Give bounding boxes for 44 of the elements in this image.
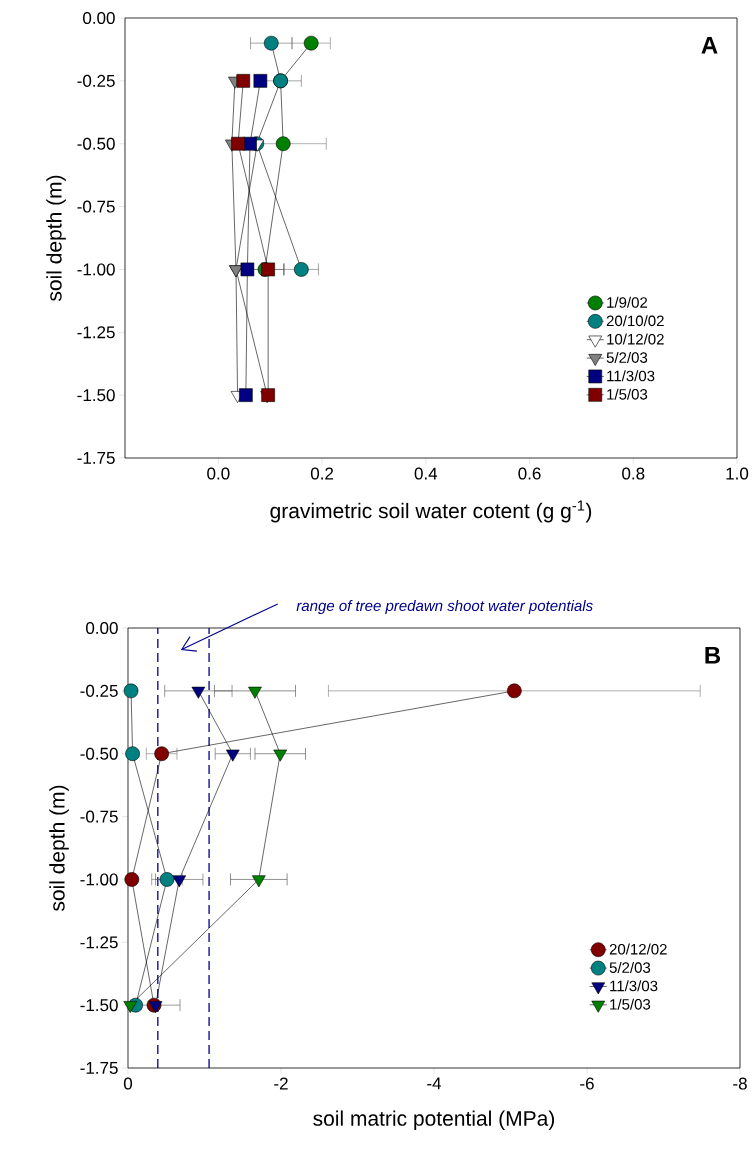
x-tick-label: -4 bbox=[427, 1077, 442, 1090]
text: A bbox=[701, 36, 718, 54]
x-tick-label: -6 bbox=[580, 1077, 594, 1090]
y-tick-label: 0.00 bbox=[83, 11, 115, 25]
y-tick-label: -0.25 bbox=[80, 684, 118, 697]
y-tick-label: 0.00 bbox=[86, 621, 118, 635]
y-tick-label: -1.50 bbox=[80, 999, 118, 1012]
legend-label: 11/3/03 bbox=[607, 370, 655, 382]
text: range of tree predawn shoot water potentials bbox=[296, 600, 593, 614]
y-tick-label: -1.00 bbox=[77, 263, 115, 276]
y-axis-title: soil depth (m) bbox=[46, 175, 66, 302]
x-axis-title: soil matric potential (MPa) bbox=[313, 1110, 555, 1131]
x-tick-label: 0.2 bbox=[310, 467, 334, 480]
x-tick-label: 0.4 bbox=[414, 467, 438, 480]
y-tick-label: -1.50 bbox=[77, 389, 115, 402]
x-tick-label: -8 bbox=[733, 1077, 747, 1090]
y-tick-label: -0.50 bbox=[80, 747, 118, 760]
text: B bbox=[705, 646, 721, 664]
legend-label: 1/5/03 bbox=[610, 998, 651, 1010]
legend-label: 20/10/02 bbox=[606, 315, 664, 327]
legend-label: 11/3/03 bbox=[610, 980, 658, 992]
y-tick-label: -0.75 bbox=[80, 810, 118, 823]
legend-label: 1/9/02 bbox=[607, 296, 648, 308]
y-tick-label: -0.75 bbox=[77, 200, 115, 213]
legend-label: 20/12/02 bbox=[609, 943, 667, 955]
y-tick-label: -0.25 bbox=[77, 74, 115, 87]
y-tick-label: -1.75 bbox=[80, 1062, 118, 1074]
x-tick-label: 0 bbox=[123, 1077, 133, 1090]
y-tick-label: -1.25 bbox=[80, 936, 118, 949]
x-tick-label: 0.0 bbox=[207, 467, 230, 480]
y-tick-label: -0.50 bbox=[77, 137, 115, 150]
x-tick-label: 0.6 bbox=[518, 467, 541, 480]
y-axis-title: soil depth (m) bbox=[49, 785, 69, 912]
x-tick-label: 0.8 bbox=[622, 467, 645, 480]
legend-label: 5/2/03 bbox=[609, 961, 651, 973]
x-axis-title: gravimetric soil water cotent (g g$^{-1}$) bbox=[270, 500, 592, 523]
legend-label: 5/2/03 bbox=[606, 351, 648, 363]
legend-label: 10/12/02 bbox=[607, 333, 664, 345]
y-tick-label: -1.75 bbox=[77, 452, 115, 464]
legend-label: 1/5/03 bbox=[607, 388, 648, 400]
x-tick-label: 1.0 bbox=[726, 467, 749, 480]
y-tick-label: -1.25 bbox=[77, 326, 115, 339]
x-tick-label: -2 bbox=[274, 1077, 288, 1090]
y-tick-label: -1.00 bbox=[80, 873, 118, 886]
